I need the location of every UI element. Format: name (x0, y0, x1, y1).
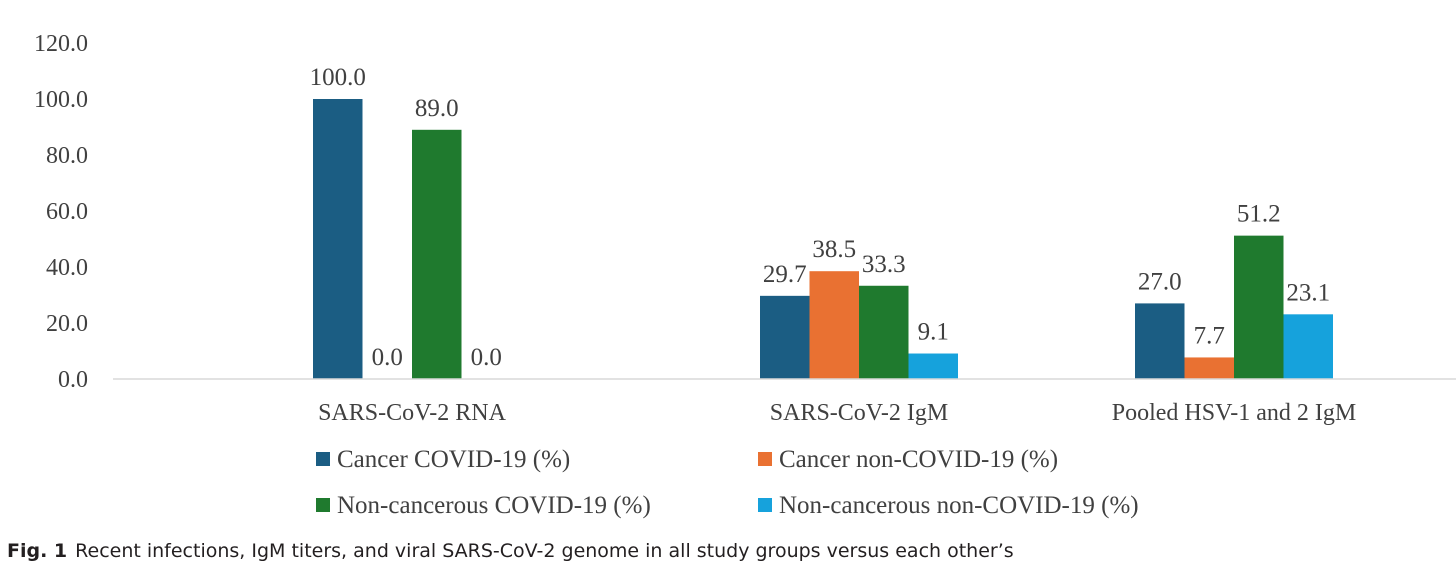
legend-label: Non-cancerous non-COVID-19 (%) (779, 492, 1139, 519)
data-label: 89.0 (415, 95, 459, 122)
y-tick-label: 40.0 (46, 255, 88, 281)
bar-chart: 0.0 20.0 40.0 60.0 80.0 100.0 120.0 100.0 0.0 89… (34, 31, 1456, 519)
data-label: 0.0 (471, 344, 502, 371)
legend-label: Cancer non-COVID-19 (%) (779, 446, 1058, 473)
legend-swatch (316, 498, 330, 512)
legend-swatch (758, 452, 772, 466)
legend-swatch (316, 452, 330, 466)
bar (760, 295, 810, 379)
y-tick-label: 80.0 (46, 143, 88, 169)
data-label: 9.1 (918, 319, 949, 346)
data-label: 38.5 (812, 236, 856, 263)
bar (1283, 314, 1333, 379)
category-label: Pooled HSV-1 and 2 IgM (1112, 400, 1356, 426)
data-label: 27.0 (1138, 268, 1182, 295)
bar (1184, 357, 1234, 379)
data-labels: 100.0 0.0 89.0 0.0 29.738.533.3 9.1 27.0 7.7 51.… (310, 64, 1331, 371)
y-tick-label: 60.0 (46, 199, 88, 225)
figure-caption-text: Recent infections, IgM titers, and viral… (75, 540, 1014, 562)
y-tick-label: 20.0 (46, 311, 88, 337)
data-label: 7.7 (1194, 322, 1225, 349)
bar (908, 353, 958, 379)
data-label: 29.7 (763, 261, 807, 288)
bar (1234, 235, 1284, 379)
y-tick-label: 120.0 (34, 31, 88, 57)
category-labels: SARS-CoV-2 RNA SARS-CoV-2 IgM Pooled HSV-1… (318, 400, 1356, 426)
data-label: 33.3 (862, 251, 906, 278)
data-label: 0.0 (372, 344, 403, 371)
bars (313, 99, 1333, 379)
bar (412, 129, 462, 379)
figure-caption: Fig. 1 Recent infections, IgM titers, and… (7, 540, 1014, 562)
y-axis: 0.0 20.0 40.0 60.0 80.0 100.0 120.0 (34, 31, 88, 393)
legend-swatch (758, 498, 772, 512)
bar (313, 99, 363, 379)
y-tick-label: 100.0 (34, 87, 88, 113)
legend-label: Non-cancerous COVID-19 (%) (337, 492, 651, 519)
bar (859, 285, 909, 379)
bar (1135, 303, 1185, 379)
category-label: SARS-CoV-2 IgM (770, 400, 949, 426)
data-label: 51.2 (1237, 201, 1281, 228)
figure-label: Fig. 1 (7, 540, 68, 562)
legend: Cancer COVID-19 (%) Cancer non-COVID-19 (… (316, 446, 1139, 519)
data-label: 100.0 (310, 64, 366, 91)
category-label: SARS-CoV-2 RNA (318, 400, 506, 426)
data-label: 23.1 (1286, 279, 1330, 306)
bar (809, 271, 859, 379)
y-tick-label: 0.0 (58, 367, 88, 393)
legend-label: Cancer COVID-19 (%) (337, 446, 570, 473)
